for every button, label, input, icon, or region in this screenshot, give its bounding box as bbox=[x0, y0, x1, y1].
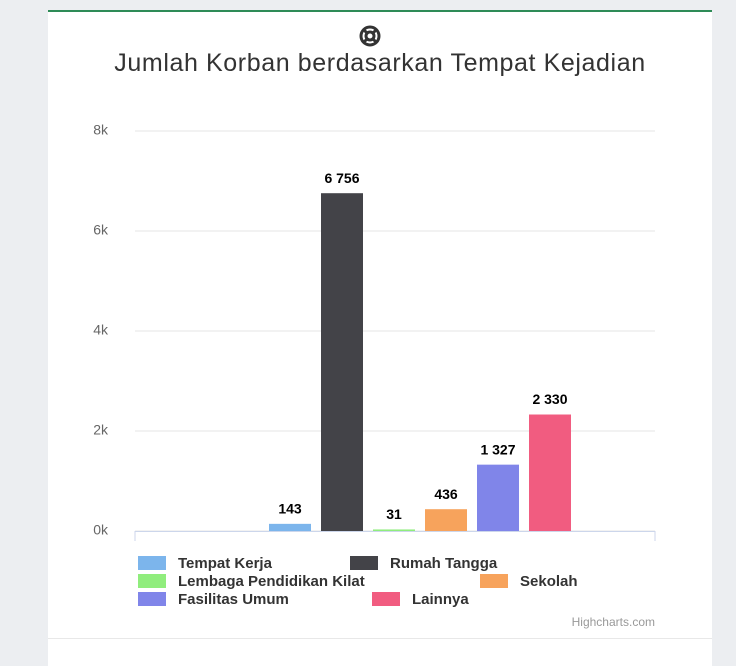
legend-label: Rumah Tangga bbox=[390, 555, 498, 572]
credits: Highcharts.com bbox=[572, 615, 655, 629]
bar bbox=[529, 414, 571, 531]
bar bbox=[269, 523, 311, 531]
legend-symbol bbox=[480, 574, 508, 588]
bar bbox=[477, 464, 519, 531]
legend-label: Fasilitas Umum bbox=[178, 591, 289, 608]
data-label: 143 bbox=[278, 501, 302, 517]
data-label: 31 bbox=[386, 506, 402, 522]
legend-symbol bbox=[138, 556, 166, 570]
bar bbox=[425, 509, 467, 531]
legend-label: Sekolah bbox=[520, 573, 578, 590]
bar bbox=[321, 193, 363, 531]
bar bbox=[373, 529, 415, 531]
y-tick-label: 0k bbox=[93, 522, 109, 538]
y-tick-label: 2k bbox=[93, 422, 109, 438]
legend-symbol bbox=[138, 574, 166, 588]
legend-label: Lembaga Pendidikan Kilat bbox=[178, 573, 365, 590]
data-label: 436 bbox=[434, 486, 458, 502]
card-footer bbox=[48, 638, 712, 665]
legend-symbol bbox=[138, 592, 166, 606]
legend-symbol bbox=[372, 592, 400, 606]
y-tick-label: 6k bbox=[93, 222, 109, 238]
icon bbox=[359, 25, 381, 47]
chart-title: Jumlah Korban berdasarkan Tempat Kejadia… bbox=[114, 49, 646, 77]
legend-label: Lainnya bbox=[412, 591, 469, 608]
data-label: 6 756 bbox=[324, 170, 359, 186]
legend-symbol bbox=[350, 556, 378, 570]
y-tick-label: 4k bbox=[93, 322, 109, 338]
legend-label: Tempat Kerja bbox=[178, 555, 273, 572]
data-label: 2 330 bbox=[532, 391, 567, 407]
y-tick-label: 8k bbox=[93, 122, 109, 138]
data-label: 1 327 bbox=[480, 441, 515, 457]
